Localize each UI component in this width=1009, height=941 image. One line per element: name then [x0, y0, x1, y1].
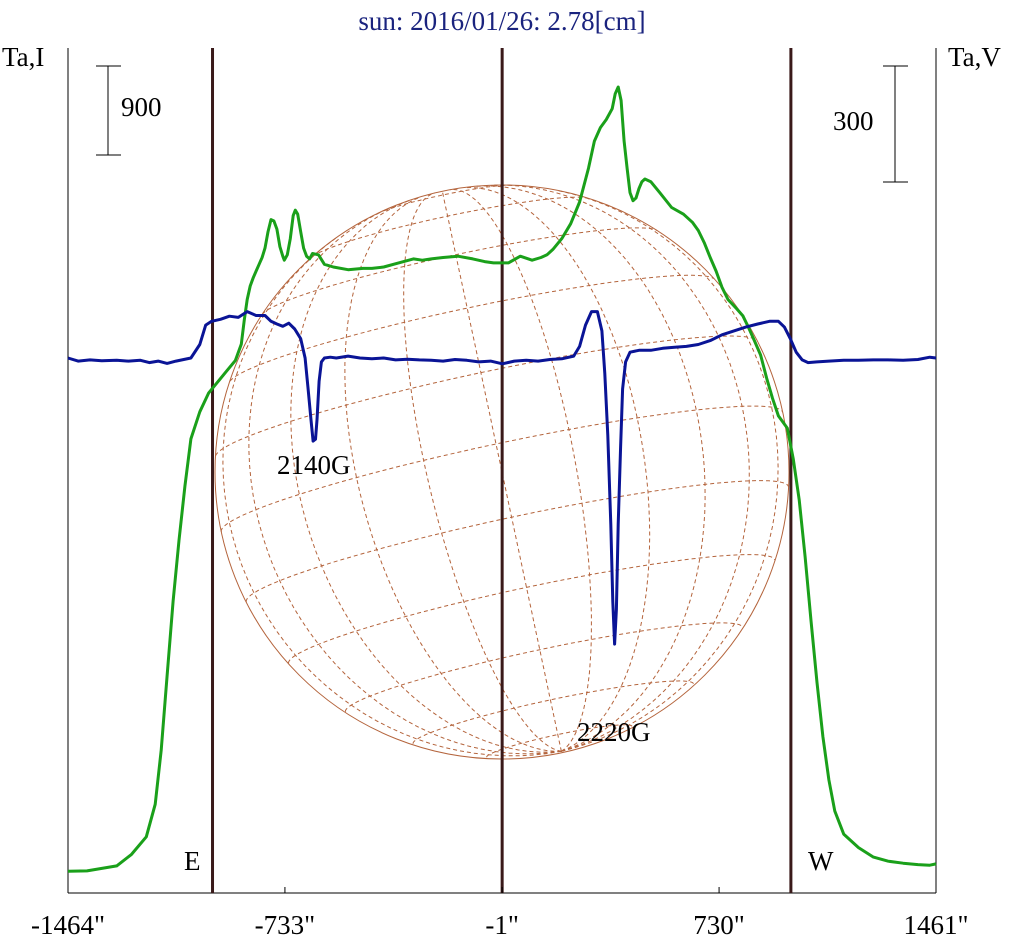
- series-layer: [67, 85, 937, 873]
- right-axis-label: Ta,V: [948, 42, 1001, 72]
- scale-bar-left: [96, 65, 121, 156]
- scale-bar-right-label: 300: [833, 106, 874, 136]
- east-limb-label: E: [184, 846, 201, 876]
- disk-longitude-line: [403, 192, 562, 752]
- disk-longitude-line: [557, 189, 779, 752]
- x-tick-label: 1461": [903, 910, 968, 940]
- chart-title: sun: 2016/01/26: 2.78[cm]: [358, 6, 645, 36]
- annotation-2220g: 2220G: [577, 717, 651, 747]
- disk-longitude-line: [464, 186, 651, 752]
- disk-longitude-line: [290, 199, 562, 753]
- series-polarization-line: [67, 310, 937, 646]
- x-tick-label: -1": [485, 910, 519, 940]
- disk-longitude-line: [449, 188, 592, 752]
- left-axis-label: Ta,I: [2, 42, 44, 72]
- disk-longitude-line: [248, 206, 562, 755]
- scale-bar-right: [883, 65, 908, 183]
- disk-longitude-line: [222, 236, 562, 757]
- x-tick-label: 730": [693, 910, 745, 940]
- x-tick-labels: -1464" -733" -1" 730" 1461": [31, 887, 969, 940]
- scale-bar-left-label: 900: [121, 92, 162, 122]
- disk-latitude-line: [245, 480, 789, 602]
- west-limb-label: W: [808, 846, 834, 876]
- disk-longitude-line: [344, 196, 562, 752]
- disk-latitude-line: [288, 554, 776, 664]
- series-intensity-line: [67, 85, 937, 873]
- solar-disk-grid: [214, 184, 790, 760]
- x-tick-label: -733": [255, 910, 316, 940]
- disk-latitude-line: [229, 274, 714, 382]
- annotation-2140g: 2140G: [277, 450, 351, 480]
- disk-latitude-line: [377, 184, 511, 214]
- disk-longitude-line: [441, 191, 562, 752]
- x-tick-label: -1464": [31, 910, 105, 940]
- vertical-lines: [211, 48, 793, 893]
- disk-longitude-line: [473, 185, 706, 752]
- disk-longitude-line: [493, 184, 750, 752]
